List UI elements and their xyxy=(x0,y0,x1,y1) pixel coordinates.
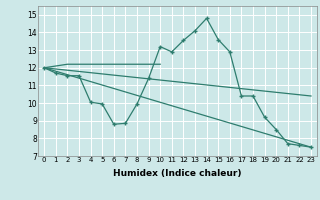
X-axis label: Humidex (Indice chaleur): Humidex (Indice chaleur) xyxy=(113,169,242,178)
